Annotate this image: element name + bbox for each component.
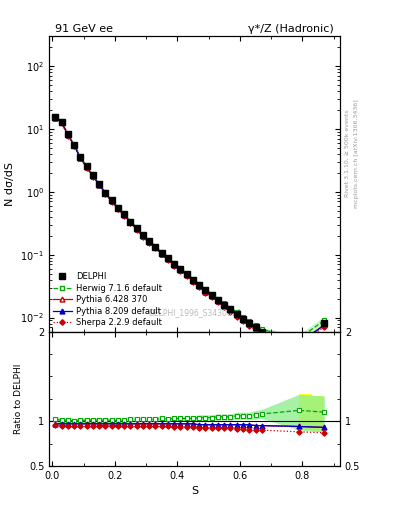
- Text: mcplots.cern.ch [arXiv:1306.3436]: mcplots.cern.ch [arXiv:1306.3436]: [354, 99, 359, 208]
- Y-axis label: Ratio to DELPHI: Ratio to DELPHI: [14, 364, 23, 434]
- X-axis label: S: S: [191, 486, 198, 496]
- Text: 91 GeV ee: 91 GeV ee: [55, 25, 113, 34]
- Text: γ*/Z (Hadronic): γ*/Z (Hadronic): [248, 25, 334, 34]
- Y-axis label: N dσ/dS: N dσ/dS: [5, 162, 15, 206]
- Text: DELPHI_1996_S3430090: DELPHI_1996_S3430090: [148, 308, 241, 317]
- Legend: DELPHI, Herwig 7.1.6 default, Pythia 6.428 370, Pythia 8.209 default, Sherpa 2.2: DELPHI, Herwig 7.1.6 default, Pythia 6.4…: [53, 272, 162, 327]
- Text: Rivet 3.1.10, ≥ 500k events: Rivet 3.1.10, ≥ 500k events: [345, 110, 350, 198]
